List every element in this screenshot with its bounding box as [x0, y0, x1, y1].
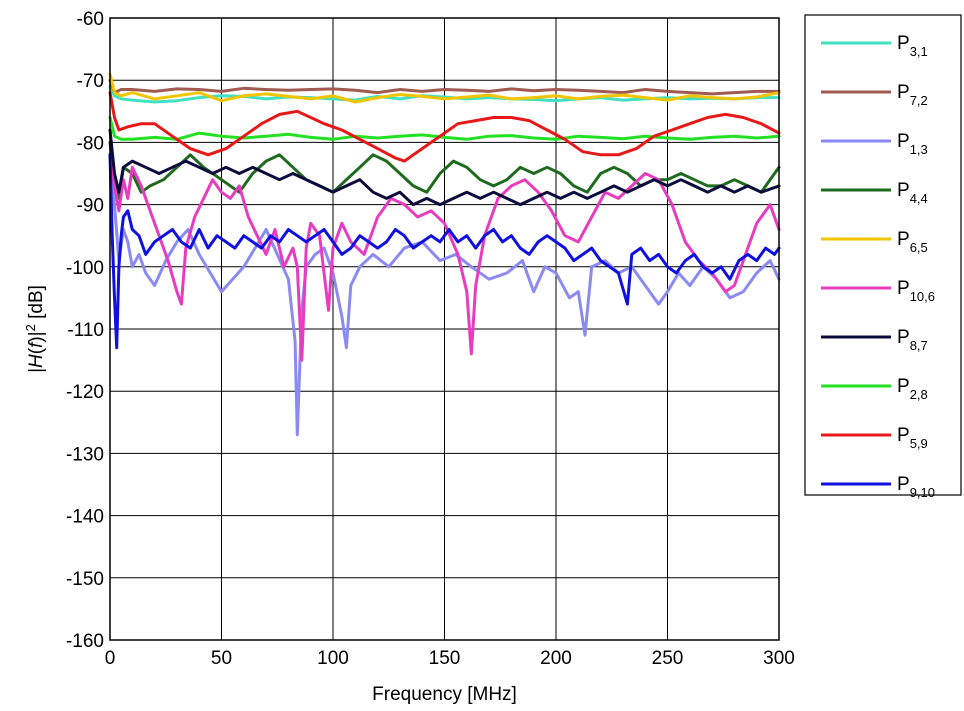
legend-entry: P3,1 [897, 33, 928, 59]
legend-entry: P7,2 [897, 82, 928, 108]
y-tick-label: -120 [66, 382, 104, 403]
legend-subscript: 8,7 [910, 338, 928, 353]
y-tick-label: -110 [67, 320, 104, 341]
legend-entry: P5,9 [897, 425, 928, 451]
y-label-part-f: f [26, 341, 47, 348]
legend-subscript: 2,8 [910, 387, 928, 402]
plot-frame [109, 17, 780, 641]
y-tick-labels: -60 -70 -80 -90 -100 -110 -120 -130 -140 -150 -160 [66, 9, 104, 652]
y-label-part-close: )| [26, 331, 47, 342]
legend-subscript: 3,1 [910, 44, 928, 59]
legend-label: P [897, 474, 910, 495]
legend-entry: P10,6 [897, 278, 935, 304]
legend-entry: P1,3 [897, 131, 928, 157]
legend-label: P [897, 33, 910, 54]
y-tick-label: -150 [66, 569, 104, 590]
legend-label: P [897, 229, 910, 250]
legend-label: P [897, 82, 910, 103]
y-label-superscript: 2 [23, 324, 38, 331]
y-axis-label: |H(f)|2 [dB] [23, 285, 47, 373]
legend-entry: P4,4 [897, 180, 928, 206]
series-line-p2-8 [108, 116, 781, 141]
legend-label: P [897, 327, 910, 348]
y-tick-label: -70 [77, 71, 104, 92]
x-tick-label: 200 [540, 648, 572, 669]
series-line-p8-7 [108, 128, 781, 207]
legend-label: P [897, 131, 910, 152]
series-line-p1-3 [108, 153, 781, 437]
y-tick-label: -140 [66, 507, 104, 528]
legend-label: P [897, 376, 910, 397]
y-label-units: [dB] [26, 285, 47, 324]
legend-entry: P9,10 [897, 474, 935, 500]
x-tick-label: 250 [652, 648, 684, 669]
x-tick-label: 150 [429, 648, 461, 669]
y-tick-label: -90 [77, 196, 104, 217]
series-lines [108, 72, 781, 437]
legend-subscript: 9,10 [910, 485, 935, 500]
legend-subscript: 10,6 [910, 289, 935, 304]
legend-entry: P2,8 [897, 376, 928, 402]
y-tick-label: -160 [66, 631, 104, 652]
legend-subscript: 7,2 [910, 93, 928, 108]
x-tick-labels: 0 50 100 150 200 250 300 [105, 648, 795, 669]
series-line-p5-9 [108, 91, 781, 163]
y-tick-label: -130 [66, 444, 104, 465]
y-label-part-paren: ( [26, 347, 47, 354]
y-tick-label: -80 [77, 133, 104, 154]
y-tick-label: -100 [66, 258, 104, 279]
series-line-p9-10 [108, 153, 781, 350]
series-line-p10-6 [108, 153, 781, 362]
y-label-part-h: H [26, 354, 47, 368]
y-label-part-bar: | [26, 368, 47, 373]
legend-subscript: 5,9 [910, 436, 928, 451]
x-tick-label: 50 [211, 648, 232, 669]
x-tick-label: 300 [763, 648, 795, 669]
x-tick-label: 100 [317, 648, 349, 669]
series-line-p6-5 [108, 72, 781, 104]
series-line-p7-2 [108, 78, 781, 96]
legend-box [804, 14, 962, 496]
x-axis-label: Frequency [MHz] [372, 684, 517, 705]
y-tick-label: -60 [77, 9, 104, 30]
legend-entry: P6,5 [897, 229, 928, 255]
legend-subscript: 4,4 [910, 191, 928, 206]
legend-entry: P8,7 [897, 327, 928, 353]
legend-label: P [897, 278, 910, 299]
legend-label: P [897, 180, 910, 201]
legend-label: P [897, 425, 910, 446]
x-tick-label: 0 [105, 648, 116, 669]
legend-subscript: 6,5 [910, 240, 928, 255]
legend-subscript: 1,3 [910, 142, 928, 157]
legend: P3,1P7,2P1,3P4,4P6,5P10,6P8,7P2,8P5,9P9,… [821, 33, 935, 500]
